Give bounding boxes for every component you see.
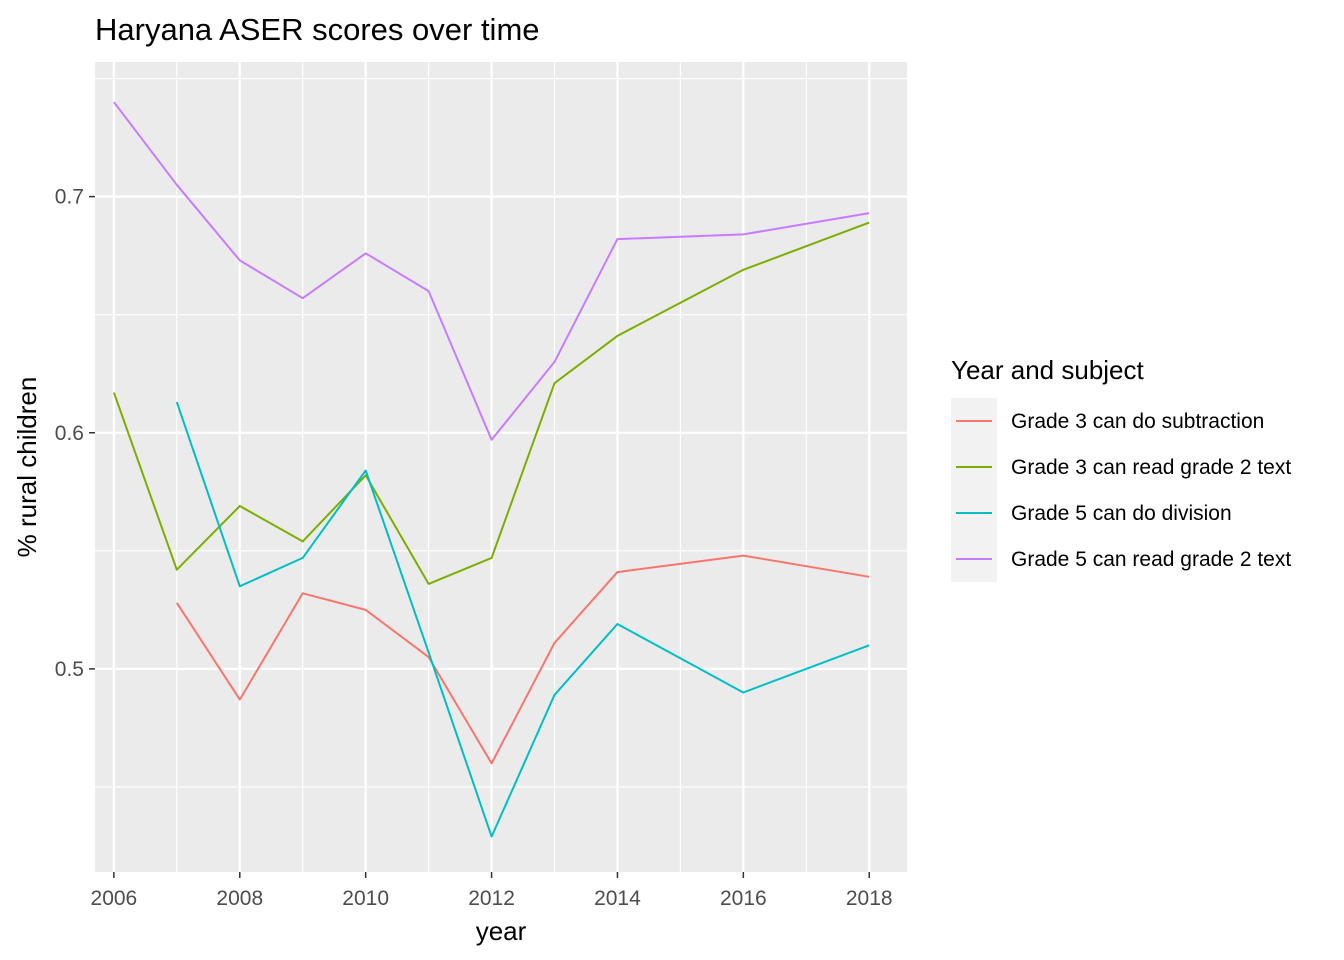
x-tick-label: 2016	[720, 887, 767, 910]
y-tick-label: 0.5	[55, 658, 84, 681]
legend-item-label: Grade 3 can do subtraction	[1011, 410, 1264, 433]
y-axis-title: % rural children	[12, 377, 42, 558]
x-axis-ticks: 2006 2008 2010 2012 2014 2016 2018	[91, 872, 893, 910]
major-gridlines	[95, 62, 907, 872]
series-line-4	[113, 101, 870, 441]
x-tick-label: 2018	[846, 887, 893, 910]
y-tick-label: 0.7	[55, 186, 84, 209]
x-tick-label: 2008	[216, 887, 263, 910]
series-line-3	[175, 401, 870, 838]
x-axis-title: year	[476, 916, 527, 946]
x-tick-label: 2006	[91, 887, 138, 910]
legend-items: Grade 3 can do subtraction Grade 3 can re…	[951, 398, 1291, 582]
legend-item-label: Grade 3 can read grade 2 text	[1011, 456, 1291, 479]
y-axis-ticks: 0.5 0.6 0.7	[55, 186, 95, 681]
x-tick-label: 2012	[468, 887, 515, 910]
legend-item-label: Grade 5 can do division	[1011, 502, 1232, 525]
x-tick-label: 2014	[594, 887, 641, 910]
plot-panel	[95, 62, 907, 872]
series-lines	[112, 101, 870, 838]
legend-item-label: Grade 5 can read grade 2 text	[1011, 548, 1291, 571]
y-tick-label: 0.6	[55, 422, 84, 445]
series-line-1	[175, 554, 870, 765]
chart-title: Haryana ASER scores over time	[95, 12, 540, 47]
legend-title: Year and subject	[951, 355, 1145, 385]
x-tick-label: 2010	[342, 887, 389, 910]
legend: Year and subject Grade 3 can do subtract…	[951, 355, 1291, 582]
